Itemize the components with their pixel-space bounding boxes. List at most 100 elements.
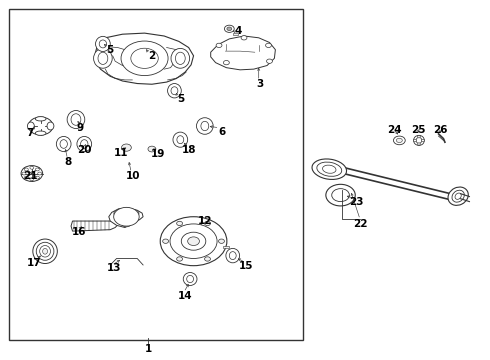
Ellipse shape (47, 122, 54, 130)
Circle shape (148, 146, 156, 152)
Ellipse shape (60, 140, 68, 148)
Ellipse shape (201, 121, 209, 131)
Circle shape (35, 168, 39, 171)
Circle shape (122, 220, 131, 227)
Circle shape (205, 257, 211, 261)
Ellipse shape (56, 136, 71, 152)
Ellipse shape (96, 36, 110, 51)
Circle shape (35, 176, 39, 179)
Text: 24: 24 (387, 125, 402, 135)
Circle shape (181, 232, 206, 250)
Ellipse shape (71, 114, 81, 125)
Ellipse shape (35, 131, 46, 135)
Ellipse shape (35, 117, 46, 121)
Circle shape (129, 210, 139, 217)
Text: 2: 2 (148, 51, 155, 61)
Circle shape (114, 207, 139, 226)
Text: 21: 21 (24, 171, 38, 181)
Ellipse shape (36, 242, 54, 260)
Circle shape (24, 176, 28, 179)
Ellipse shape (414, 135, 424, 145)
Ellipse shape (171, 87, 178, 95)
Ellipse shape (99, 40, 106, 48)
Ellipse shape (177, 136, 184, 144)
Polygon shape (233, 33, 238, 35)
Circle shape (219, 239, 224, 243)
Bar (9, 9, 303, 340)
Text: 4: 4 (234, 26, 242, 36)
Circle shape (393, 136, 405, 145)
Ellipse shape (452, 190, 465, 202)
Text: 17: 17 (27, 258, 42, 268)
Ellipse shape (317, 162, 342, 176)
Text: 15: 15 (239, 261, 253, 271)
Ellipse shape (187, 275, 194, 283)
Text: 6: 6 (219, 127, 226, 137)
Circle shape (160, 217, 227, 266)
Text: 9: 9 (76, 123, 83, 133)
Ellipse shape (226, 248, 240, 263)
Circle shape (396, 138, 402, 143)
Polygon shape (223, 246, 229, 248)
Circle shape (216, 43, 222, 48)
Text: 23: 23 (349, 197, 364, 207)
Ellipse shape (171, 49, 190, 68)
Ellipse shape (98, 52, 108, 64)
Circle shape (28, 117, 53, 135)
Ellipse shape (77, 136, 92, 152)
Polygon shape (211, 36, 275, 70)
Ellipse shape (40, 246, 50, 257)
Circle shape (24, 168, 28, 171)
Circle shape (30, 178, 34, 181)
Circle shape (326, 184, 355, 206)
Circle shape (223, 60, 229, 65)
Circle shape (170, 224, 217, 258)
Circle shape (21, 166, 43, 181)
Circle shape (417, 136, 420, 138)
Ellipse shape (196, 118, 213, 134)
Circle shape (241, 36, 247, 40)
Circle shape (131, 48, 158, 68)
Ellipse shape (168, 84, 181, 98)
Circle shape (267, 59, 272, 63)
Text: 22: 22 (353, 219, 368, 229)
Polygon shape (109, 208, 143, 228)
Ellipse shape (455, 193, 461, 199)
Circle shape (114, 210, 123, 217)
Ellipse shape (416, 138, 422, 143)
Ellipse shape (322, 165, 336, 173)
Text: 25: 25 (411, 125, 425, 135)
Text: 11: 11 (114, 148, 129, 158)
Text: 1: 1 (145, 344, 152, 354)
Ellipse shape (80, 140, 88, 148)
Polygon shape (96, 33, 194, 84)
Ellipse shape (33, 239, 57, 264)
Circle shape (205, 221, 211, 226)
Ellipse shape (67, 111, 85, 129)
Ellipse shape (312, 159, 346, 179)
Text: 20: 20 (77, 145, 92, 156)
Text: 14: 14 (178, 291, 193, 301)
Polygon shape (71, 221, 118, 231)
Ellipse shape (27, 122, 34, 130)
Ellipse shape (175, 52, 185, 64)
Text: 19: 19 (150, 149, 165, 159)
Text: 16: 16 (72, 227, 87, 237)
Circle shape (224, 25, 234, 32)
Circle shape (176, 257, 182, 261)
Text: 8: 8 (64, 157, 71, 167)
Circle shape (22, 172, 26, 175)
Ellipse shape (43, 248, 48, 254)
Text: 26: 26 (433, 125, 447, 135)
Circle shape (38, 172, 42, 175)
Circle shape (332, 189, 349, 202)
Circle shape (417, 143, 420, 145)
Text: 13: 13 (106, 263, 121, 273)
Circle shape (188, 237, 199, 246)
Text: 18: 18 (181, 145, 196, 155)
Ellipse shape (173, 132, 188, 147)
Text: 5: 5 (177, 94, 184, 104)
Circle shape (163, 239, 169, 243)
Ellipse shape (94, 49, 112, 68)
Circle shape (122, 144, 131, 151)
